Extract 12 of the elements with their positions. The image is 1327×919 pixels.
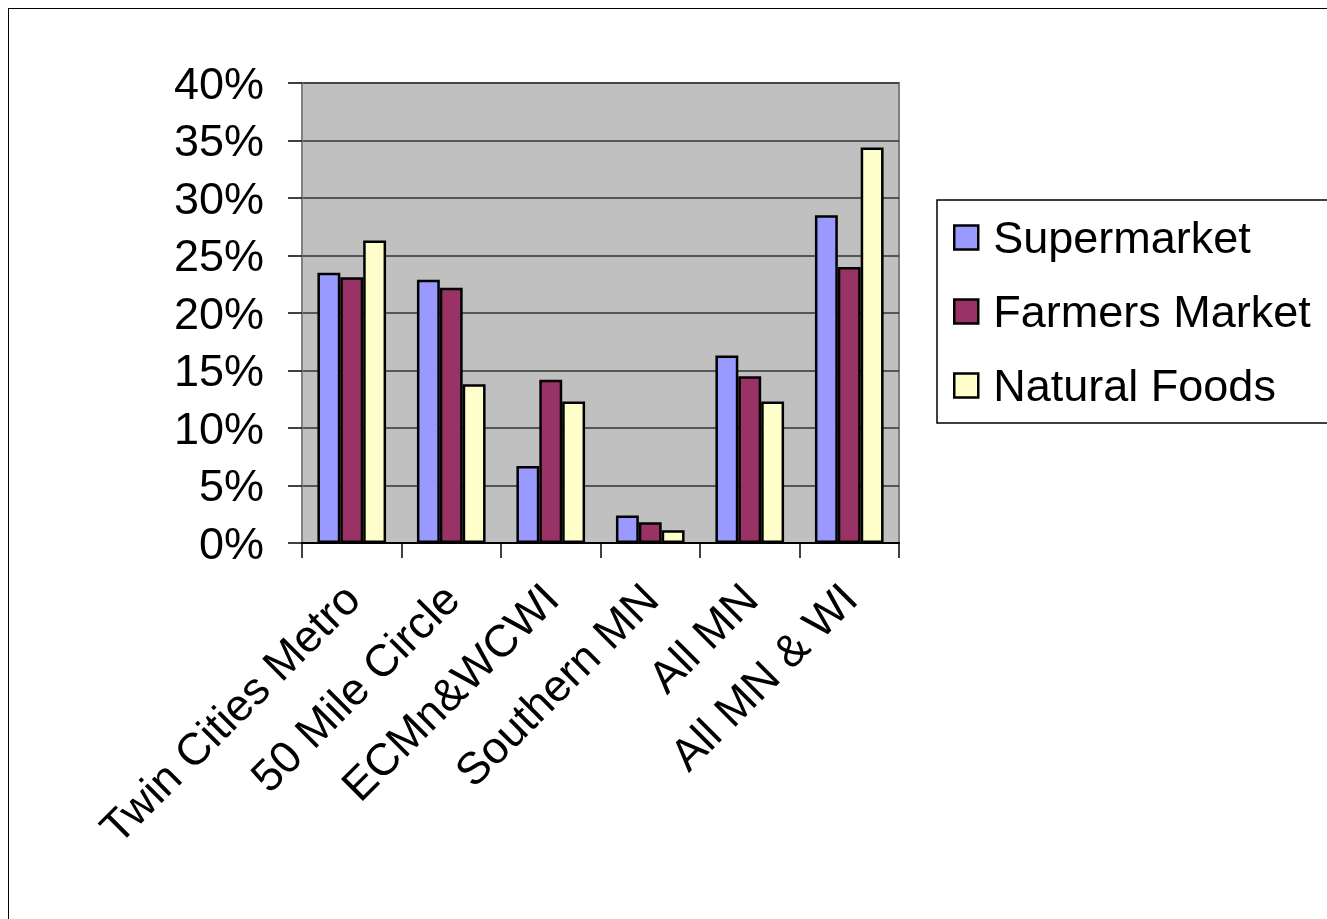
y-tick-label: 25%	[173, 230, 264, 281]
y-tick-label: 5%	[198, 460, 264, 511]
y-tick-label: 0%	[198, 517, 264, 569]
y-tick-label: 35%	[173, 115, 264, 166]
y-tick-label: 40%	[173, 57, 264, 109]
legend-label: Supermarket	[993, 212, 1252, 263]
legend-label: Farmers Market	[993, 286, 1312, 337]
y-tick-label: 15%	[173, 345, 264, 396]
legend-label: Natural Foods	[993, 360, 1276, 411]
y-tick-label: 30%	[173, 172, 264, 224]
y-tick-label: 20%	[173, 287, 264, 339]
y-tick-label: 10%	[173, 402, 264, 454]
